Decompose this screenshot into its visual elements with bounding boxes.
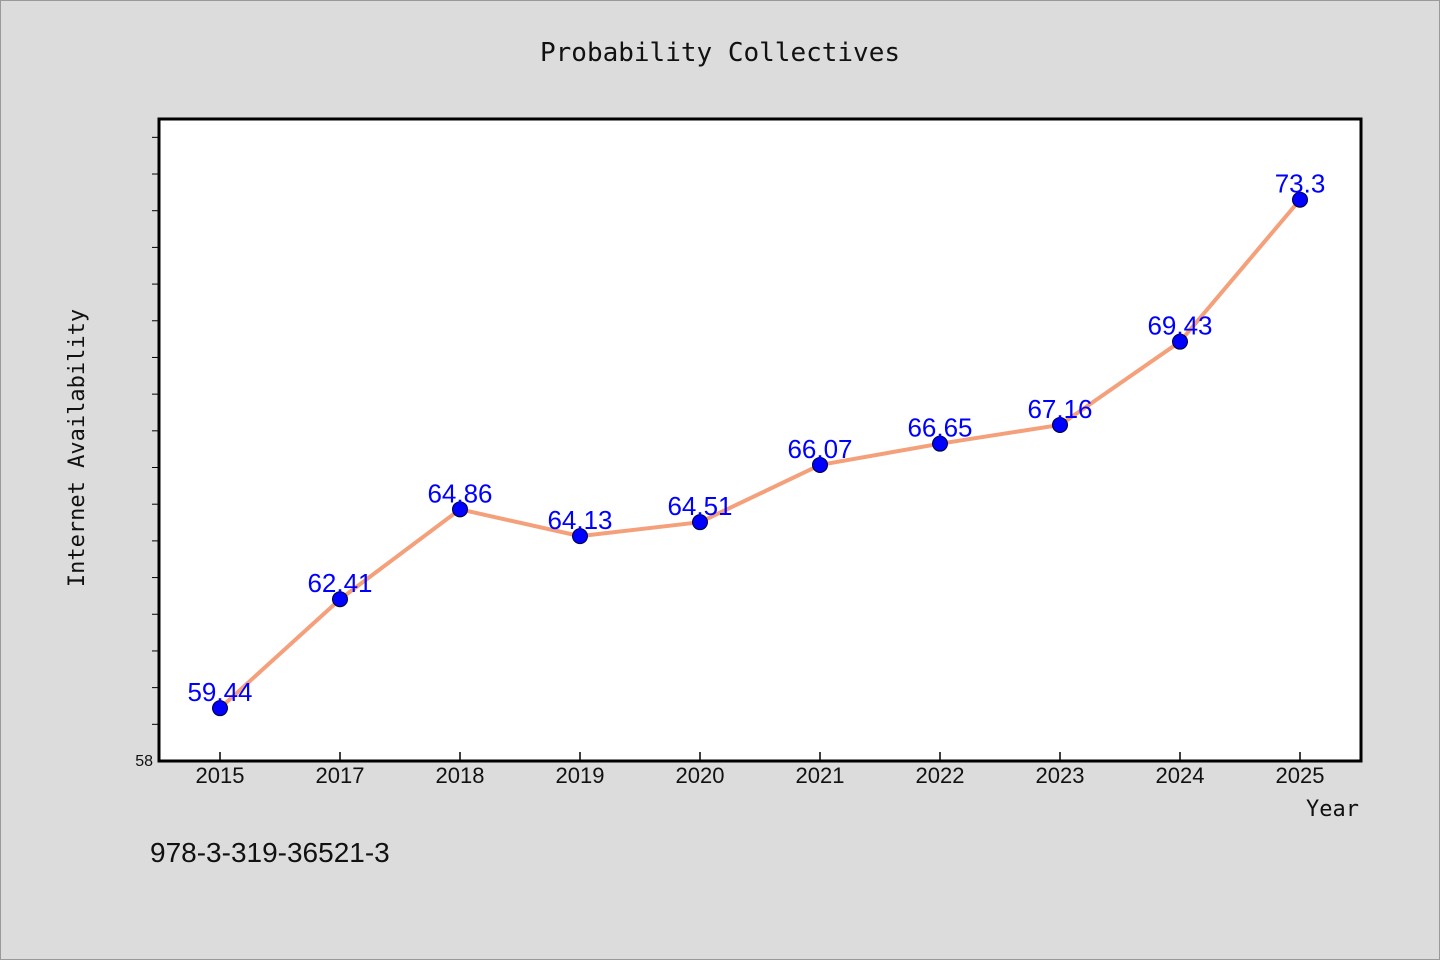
data-point [692,514,708,531]
x-tick-label: 2025 [1276,763,1325,788]
data-point [212,700,228,717]
data-point [332,591,348,608]
y-axis-title: Internet Availability [65,309,90,587]
data-label: 67.16 [1027,394,1092,424]
data-point [452,501,468,518]
x-tick-label: 2021 [796,763,845,788]
chart-title: Probability Collectives [540,38,900,68]
data-label: 66.07 [787,434,852,464]
data-label: 69.43 [1147,311,1212,341]
data-point [932,435,948,452]
x-tick-label: 2015 [196,763,245,788]
data-point [1052,416,1068,433]
series-line [218,197,1302,711]
x-tick-label: 2024 [1156,763,1205,788]
data-point [1172,333,1188,350]
data-label: 66.65 [907,413,972,443]
x-tick-label: 2018 [436,763,485,788]
data-label: 59.44 [187,677,252,707]
x-tick-label: 2020 [676,763,725,788]
data-label: 64.51 [667,491,732,521]
x-axis-ticks: 2015 2017 2018 2019 2020 2021 2022 2023 2024 2025 [196,752,1325,788]
data-point [572,528,588,545]
x-tick-label: 2019 [556,763,605,788]
x-tick-label: 2022 [916,763,965,788]
y-axis-min-label: 58 [135,753,153,770]
x-tick-label: 2023 [1036,763,1085,788]
footer-isbn: 978-3-319-36521-3 [150,837,390,868]
plot-area [157,117,1363,763]
x-tick-label: 2017 [316,763,365,788]
data-point [812,456,828,473]
data-label: 73.3 [1275,169,1326,199]
data-label: 64.13 [547,505,612,535]
data-label: 64.86 [427,478,492,508]
series-layer: 59.44 62.41 64.86 64.13 64.51 66.07 66.65 67.16… [187,169,1326,717]
x-axis-title: Year [1306,797,1359,822]
data-label: 62.41 [307,568,372,598]
data-point [1292,191,1308,208]
y-axis-ticks [152,136,159,725]
